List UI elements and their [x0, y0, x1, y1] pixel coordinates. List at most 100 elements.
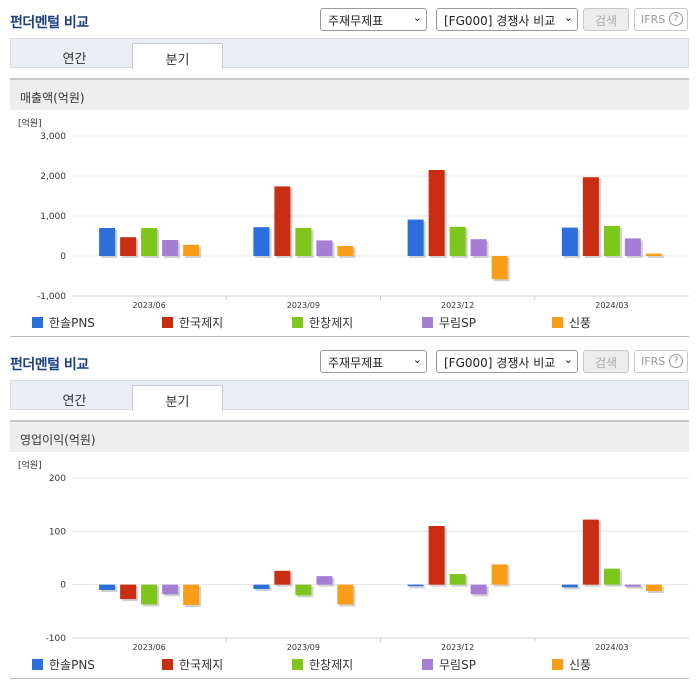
- statement-select[interactable]: 주재무제표 ⌄: [320, 350, 427, 373]
- operating-income-bar-chart: [억원] 200 100 0 -100 2023/06 2023/09 2023/12 2024…: [18, 459, 689, 652]
- bar-4-1: [337, 584, 354, 605]
- bar-1-2: [428, 526, 445, 585]
- chevron-down-icon: ⌄: [412, 11, 422, 24]
- y-tick-label: 0: [60, 581, 66, 591]
- bar-1-1: [274, 570, 291, 585]
- chevron-down-icon: ⌄: [563, 353, 573, 366]
- bar-2-3: [603, 568, 620, 585]
- statement-select-value: 주재무제표: [328, 356, 384, 370]
- bar-1-0: [120, 237, 137, 256]
- legend-label: 무림SP: [439, 316, 476, 330]
- section-header: 펀더멘털 비교 주재무제표 ⌄ [FG000] 경쟁사 비교 ⌄ 검색 IFRS…: [0, 0, 696, 40]
- x-tick-label: 2023/09: [287, 301, 320, 310]
- bar-3-2: [470, 584, 487, 595]
- help-icon[interactable]: ?: [669, 12, 683, 26]
- y-tick-label: 200: [49, 474, 66, 484]
- ifrs-button[interactable]: IFRS ?: [634, 8, 688, 31]
- bar-4-0: [183, 584, 200, 605]
- y-tick-label: -100: [46, 634, 67, 644]
- legend-item[interactable]: 한솔PNS: [32, 314, 95, 331]
- fundamental-compare-section-operating-income: 펀더멘털 비교 주재무제표 ⌄ [FG000] 경쟁사 비교 ⌄ 검색 IFRS…: [0, 342, 696, 684]
- compare-select-value: [FG000] 경쟁사 비교: [444, 14, 556, 28]
- tab-annual[interactable]: 연간: [62, 52, 87, 67]
- y-tick-label: 3,000: [40, 132, 66, 142]
- period-tabs: 연간 분기: [10, 38, 689, 69]
- legend-swatch: [552, 317, 563, 328]
- bar-2-1: [295, 228, 312, 256]
- bar-3-3: [624, 238, 641, 256]
- legend-label: 신풍: [569, 658, 592, 672]
- bar-1-1: [274, 186, 291, 256]
- compare-select[interactable]: [FG000] 경쟁사 비교 ⌄: [436, 8, 578, 31]
- compare-select[interactable]: [FG000] 경쟁사 비교 ⌄: [436, 350, 578, 373]
- y-tick-label: 1,000: [40, 212, 66, 222]
- bar-shadow: [409, 586, 426, 589]
- y-axis-unit: [억원]: [18, 117, 42, 129]
- bar-0-3: [561, 227, 578, 256]
- tab-quarterly[interactable]: 분기: [132, 43, 223, 69]
- chart-legend: 한솔PNS 한국제지 한창제지 무림SP 신풍: [10, 312, 689, 334]
- bar-3-3: [624, 584, 641, 587]
- legend-item[interactable]: 무림SP: [422, 314, 476, 331]
- legend-item[interactable]: 한솔PNS: [32, 656, 95, 673]
- ifrs-button[interactable]: IFRS ?: [634, 350, 688, 373]
- y-tick-label: 0: [60, 252, 66, 262]
- bar-4-0: [183, 244, 200, 256]
- legend-item[interactable]: 한국제지: [162, 656, 223, 673]
- bar-4-2: [491, 564, 508, 585]
- bar-2-2: [449, 574, 466, 585]
- legend-swatch: [292, 659, 303, 670]
- bar-shadow: [647, 255, 664, 258]
- compare-select-value: [FG000] 경쟁사 비교: [444, 356, 556, 370]
- chart-legend: 한솔PNS 한국제지 한창제지 무림SP 신풍: [10, 654, 689, 676]
- bar-0-0: [99, 228, 116, 256]
- chevron-down-icon: ⌄: [412, 353, 422, 366]
- bar-4-2: [491, 256, 508, 280]
- help-icon[interactable]: ?: [669, 354, 683, 368]
- bar-1-3: [582, 177, 599, 256]
- y-axis-unit: [억원]: [18, 459, 42, 471]
- search-button[interactable]: 검색: [583, 8, 629, 31]
- bar-1-2: [428, 170, 445, 256]
- legend-item[interactable]: 한창제지: [292, 314, 353, 331]
- tab-quarterly[interactable]: 분기: [132, 385, 223, 411]
- legend-swatch: [32, 659, 43, 670]
- divider: [10, 678, 689, 679]
- x-tick-label: 2024/03: [595, 301, 628, 310]
- ifrs-label: IFRS: [641, 13, 666, 26]
- bar-4-3: [645, 253, 662, 256]
- bar-1-0: [120, 584, 137, 600]
- legend-item[interactable]: 한창제지: [292, 656, 353, 673]
- bar-0-3: [561, 584, 578, 588]
- legend-label: 한솔PNS: [49, 658, 95, 672]
- section-header: 펀더멘털 비교 주재무제표 ⌄ [FG000] 경쟁사 비교 ⌄ 검색 IFRS…: [0, 342, 696, 382]
- tab-annual[interactable]: 연간: [62, 394, 87, 409]
- legend-item[interactable]: 한국제지: [162, 314, 223, 331]
- bar-2-0: [141, 584, 158, 605]
- statement-select-value: 주재무제표: [328, 14, 384, 28]
- bar-0-0: [99, 584, 116, 590]
- legend-item[interactable]: 무림SP: [422, 656, 476, 673]
- legend-swatch: [292, 317, 303, 328]
- x-tick-label: 2023/06: [133, 643, 166, 652]
- bar-1-3: [582, 519, 599, 585]
- legend-item[interactable]: 신풍: [552, 656, 591, 673]
- legend-swatch: [32, 317, 43, 328]
- legend-label: 무림SP: [439, 658, 476, 672]
- section-title: 펀더멘털 비교: [10, 357, 89, 373]
- legend-swatch: [422, 317, 433, 328]
- statement-select[interactable]: 주재무제표 ⌄: [320, 8, 427, 31]
- bar-0-1: [253, 584, 270, 589]
- legend-label: 신풍: [569, 316, 592, 330]
- legend-swatch: [162, 317, 173, 328]
- bar-3-1: [316, 240, 333, 256]
- bar-2-1: [295, 584, 312, 596]
- bar-shadow: [626, 586, 643, 589]
- ifrs-label: IFRS: [641, 355, 666, 368]
- search-button[interactable]: 검색: [583, 350, 629, 373]
- x-tick-label: 2023/06: [133, 301, 166, 310]
- y-tick-label: 100: [49, 527, 66, 537]
- x-tick-label: 2023/09: [287, 643, 320, 652]
- bar-3-1: [316, 576, 333, 585]
- legend-item[interactable]: 신풍: [552, 314, 591, 331]
